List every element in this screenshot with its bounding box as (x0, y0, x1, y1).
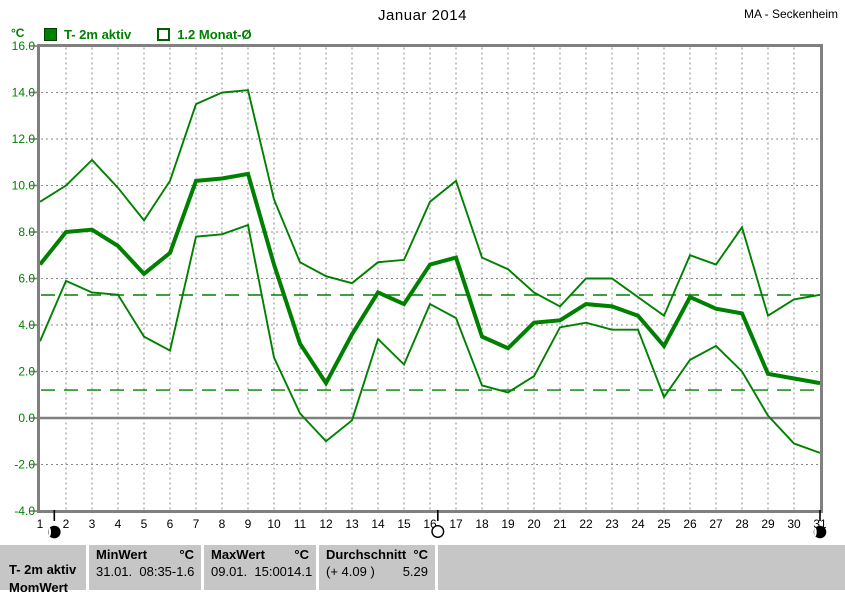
minwert-label: MinWert (96, 547, 148, 562)
x-tick-label: 28 (735, 517, 749, 531)
status-series-label: T- 2m aktiv (9, 562, 77, 577)
status-filler (438, 545, 845, 590)
minwert-unit: °C (179, 547, 194, 562)
station-label: MA - Seckenheim (743, 7, 838, 21)
legend-label: T- 2m aktiv (64, 26, 132, 42)
moon-dark-icon (813, 525, 827, 539)
x-tick-label: 17 (449, 517, 463, 531)
series-line-min (39, 223, 821, 454)
legend-item-monat-avg[interactable]: 1.2 Monat-Ø (157, 26, 252, 42)
x-tick-label: 8 (219, 517, 226, 531)
status-series-cell: T- 2m aktiv MomWert (0, 545, 86, 595)
legend-label: 1.2 Monat-Ø (177, 26, 252, 42)
x-tick-label: 22 (579, 517, 593, 531)
chart-legend: T- 2m aktiv 1.2 Monat-Ø (44, 26, 278, 42)
y-tick-label: 16.0 (12, 39, 36, 53)
legend-open-square-icon (157, 27, 171, 41)
y-tick-label: -4.0 (14, 504, 35, 518)
status-partial-row-label: MomWert (9, 580, 68, 595)
durchschnitt-value: 5.29 (402, 564, 428, 579)
maxwert-unit: °C (294, 547, 309, 562)
x-tick-label: 9 (245, 517, 252, 531)
x-tick-label: 21 (553, 517, 567, 531)
y-tick-label: 2.0 (18, 365, 35, 379)
moon-dark-icon (48, 525, 61, 539)
moon-open-icon (431, 525, 445, 539)
y-tick-label: 10.0 (12, 179, 36, 193)
x-tick-label: 12 (319, 517, 333, 531)
y-tick-label: -2.0 (14, 458, 35, 472)
status-minwert-cell: MinWert °C 31.01. 08:35 -1.6 (89, 545, 201, 590)
x-tick-label: 3 (89, 517, 96, 531)
x-tick-label: 29 (761, 517, 775, 531)
durchschnitt-delta: (+ 4.09 ) (326, 564, 375, 579)
x-tick-label: 18 (475, 517, 489, 531)
y-tick-label: 12.0 (12, 132, 36, 146)
page-title: Januar 2014 (378, 7, 467, 24)
y-tick-label: 0.0 (18, 411, 35, 425)
minwert-value: -1.6 (171, 564, 195, 579)
x-tick-label: 23 (605, 517, 619, 531)
x-tick-label: 14 (371, 517, 385, 531)
x-tick-label: 4 (115, 517, 122, 531)
series-line-aktiv (38, 171, 821, 388)
moon-sliver (48, 527, 51, 537)
y-axis-unit-label: °C (11, 26, 25, 40)
x-tick-label: 26 (683, 517, 697, 531)
status-bar: T- 2m aktiv MomWert MinWert °C 31.01. 08… (0, 545, 845, 595)
durchschnitt-label: Durchschnitt (326, 547, 407, 562)
x-tick-label: 24 (631, 517, 645, 531)
x-tick-label: 13 (345, 517, 359, 531)
x-tick-label: 25 (657, 517, 671, 531)
legend-item-t2m-aktiv[interactable]: T- 2m aktiv (44, 27, 131, 42)
minwert-datetime: 31.01. 08:35 (96, 564, 172, 579)
x-tick-label: 20 (527, 517, 541, 531)
y-tick-label: 4.0 (18, 318, 35, 332)
x-tick-label: 30 (787, 517, 801, 531)
x-tick-label: 10 (267, 517, 281, 531)
y-tick-label: 8.0 (18, 225, 35, 239)
x-tick-label: 27 (709, 517, 723, 531)
x-tick-label: 15 (397, 517, 411, 531)
legend-filled-square-icon (44, 27, 57, 41)
temperature-chart: 16.014.012.010.08.06.04.02.00.0-2.0-4.01… (12, 39, 827, 539)
status-durchschnitt-cell: Durchschnitt °C (+ 4.09 ) 5.29 (319, 545, 435, 590)
x-tick-label: 2 (63, 517, 70, 531)
x-tick-label: 19 (501, 517, 515, 531)
maxwert-value: 14.1 (286, 564, 313, 579)
y-tick-label: 14.0 (12, 86, 36, 100)
y-tick-label: 6.0 (18, 272, 35, 286)
x-tick-label: 7 (193, 517, 200, 531)
maxwert-label: MaxWert (211, 547, 265, 562)
plot-frame (37, 44, 823, 513)
x-tick-label: 11 (294, 517, 307, 531)
series-line-max (39, 89, 821, 318)
x-tick-label: 1 (37, 517, 44, 531)
x-tick-label: 5 (141, 517, 148, 531)
moon-sliver (814, 527, 817, 537)
durchschnitt-unit: °C (413, 547, 428, 562)
x-tick-label: 6 (167, 517, 174, 531)
status-maxwert-cell: MaxWert °C 09.01. 15:00 14.1 (204, 545, 316, 590)
maxwert-datetime: 09.01. 15:00 (211, 564, 287, 579)
